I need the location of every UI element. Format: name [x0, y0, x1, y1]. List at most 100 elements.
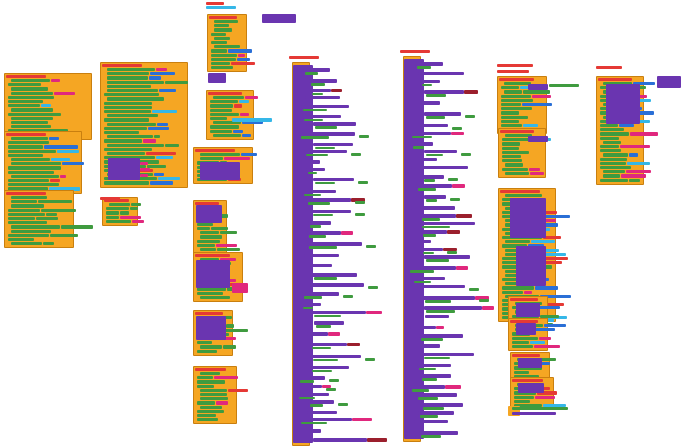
- value-block[interactable]: [475, 296, 490, 300]
- value-block[interactable]: [450, 198, 461, 202]
- value-block[interactable]: [49, 233, 78, 237]
- text-block[interactable]: [8, 238, 34, 242]
- value-block[interactable]: [150, 72, 176, 76]
- value-block[interactable]: [149, 181, 174, 185]
- value-block[interactable]: [543, 265, 553, 269]
- text-block[interactable]: [600, 166, 632, 170]
- value-block[interactable]: [463, 90, 478, 94]
- text-block[interactable]: [104, 101, 152, 105]
- call-block[interactable]: [306, 332, 329, 336]
- value-block[interactable]: [366, 310, 382, 315]
- text-block[interactable]: [8, 179, 49, 183]
- value-block[interactable]: [37, 200, 73, 204]
- text-block[interactable]: [8, 153, 44, 157]
- text-block[interactable]: [505, 194, 542, 198]
- text-block[interactable]: [8, 187, 49, 191]
- call-block[interactable]: [411, 276, 446, 281]
- argument-block[interactable]: [311, 346, 331, 350]
- value-block[interactable]: [540, 314, 559, 318]
- text-block[interactable]: [8, 129, 68, 133]
- call-block[interactable]: [409, 131, 451, 136]
- value-block[interactable]: [627, 161, 651, 165]
- argument-block[interactable]: [313, 213, 334, 217]
- text-block[interactable]: [197, 401, 215, 405]
- argument-block[interactable]: [412, 146, 424, 149]
- value-block[interactable]: [241, 121, 263, 125]
- text-block[interactable]: [8, 233, 49, 237]
- value-block[interactable]: [465, 115, 476, 119]
- text-block[interactable]: [213, 133, 242, 137]
- value-block[interactable]: [536, 391, 558, 395]
- call-block[interactable]: [414, 419, 448, 424]
- text-block[interactable]: [600, 157, 628, 161]
- text-block[interactable]: [106, 215, 119, 219]
- text-block[interactable]: [11, 174, 59, 178]
- value-block[interactable]: [629, 178, 640, 182]
- value-block[interactable]: [522, 103, 552, 107]
- event-header-label[interactable]: [195, 311, 223, 315]
- call-block[interactable]: [309, 342, 348, 347]
- value-block[interactable]: [49, 179, 61, 183]
- value-block[interactable]: [538, 215, 570, 219]
- value-block[interactable]: [619, 145, 650, 149]
- text-block[interactable]: [104, 156, 156, 160]
- value-block[interactable]: [355, 212, 366, 216]
- text-block[interactable]: [197, 376, 214, 380]
- value-block[interactable]: [532, 94, 552, 98]
- value-block[interactable]: [540, 294, 571, 298]
- argument-block[interactable]: [422, 225, 450, 229]
- text-block[interactable]: [502, 155, 522, 159]
- value-block[interactable]: [218, 337, 237, 341]
- call-block[interactable]: [304, 149, 348, 154]
- text-block[interactable]: [107, 68, 155, 72]
- argument-block[interactable]: [300, 380, 314, 383]
- value-block[interactable]: [51, 79, 60, 83]
- text-block[interactable]: [210, 100, 239, 104]
- text-block[interactable]: [200, 153, 241, 157]
- value-block[interactable]: [456, 266, 469, 270]
- text-block[interactable]: [512, 340, 530, 344]
- value-block[interactable]: [152, 110, 177, 114]
- call-block[interactable]: [421, 175, 445, 179]
- argument-block[interactable]: [421, 218, 440, 221]
- text-block[interactable]: [214, 24, 229, 28]
- value-block[interactable]: [529, 167, 540, 171]
- procedure-block[interactable]: [657, 76, 681, 88]
- text-block[interactable]: [603, 153, 629, 157]
- text-block[interactable]: [600, 128, 625, 132]
- text-block[interactable]: [104, 181, 149, 185]
- procedure-body[interactable]: [200, 162, 240, 180]
- call-block[interactable]: [311, 354, 362, 359]
- value-block[interactable]: [206, 6, 236, 9]
- text-block[interactable]: [197, 380, 226, 384]
- argument-block[interactable]: [309, 404, 323, 407]
- call-block[interactable]: [410, 142, 434, 146]
- event-header-label[interactable]: [512, 378, 543, 382]
- text-block[interactable]: [104, 126, 147, 130]
- value-block[interactable]: [629, 111, 654, 115]
- value-block[interactable]: [156, 156, 174, 160]
- value-block[interactable]: [543, 404, 567, 408]
- text-block[interactable]: [603, 82, 633, 86]
- value-block[interactable]: [49, 137, 59, 141]
- argument-block[interactable]: [308, 235, 326, 238]
- text-block[interactable]: [505, 134, 533, 138]
- event-block[interactable]: [508, 406, 520, 416]
- call-block[interactable]: [424, 314, 449, 319]
- text-block[interactable]: [505, 171, 529, 175]
- value-block[interactable]: [223, 328, 248, 332]
- value-block[interactable]: [481, 306, 495, 310]
- value-block[interactable]: [367, 438, 387, 442]
- argument-block[interactable]: [417, 66, 432, 69]
- call-block[interactable]: [297, 392, 330, 397]
- value-block[interactable]: [452, 126, 463, 130]
- call-block[interactable]: [416, 184, 452, 188]
- value-block[interactable]: [541, 387, 551, 391]
- text-block[interactable]: [104, 105, 152, 109]
- value-block[interactable]: [322, 384, 332, 389]
- text-block[interactable]: [514, 399, 530, 403]
- text-block[interactable]: [211, 66, 233, 70]
- text-block[interactable]: [104, 131, 140, 135]
- event-header-label[interactable]: [497, 70, 529, 73]
- text-block[interactable]: [603, 170, 626, 174]
